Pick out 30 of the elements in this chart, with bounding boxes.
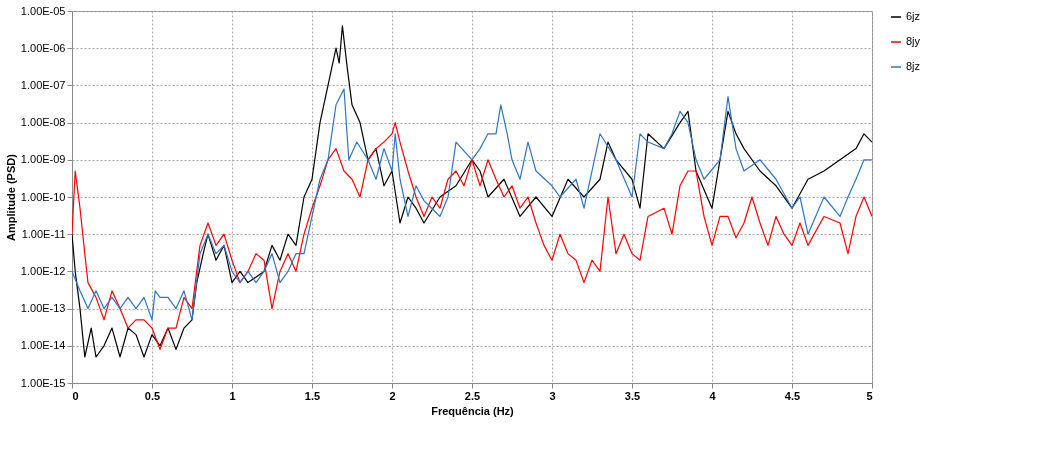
x-tick-label: 2.5 [464,389,481,402]
x-tick-label: 3.5 [624,389,641,402]
y-tick-label: 1.00E-08 [20,116,66,129]
x-tick-label: 2 [389,389,396,402]
x-tick-label: 4.5 [784,389,801,402]
x-axis-title: Frequência (Hz) [431,404,515,417]
line-series [72,25,872,358]
x-tick-label: 4 [709,389,717,402]
x-tick-label: 1.5 [304,389,321,402]
x-tick-label: 0 [72,389,79,402]
x-tick-label: 0.5 [144,389,161,402]
y-tick-label: 1.00E-05 [20,4,66,17]
y-axis-title: Amplitude (PSD) [4,153,17,241]
y-tick-label: 1.00E-12 [20,264,66,277]
y-tick-label: 1.00E-10 [20,190,66,203]
y-tick-label: 1.00E-06 [20,41,66,54]
legend-label: 8jy [906,35,921,47]
line-series [72,88,872,321]
y-tick-label: 1.00E-15 [20,376,66,389]
x-tick-label: 1 [229,389,236,402]
y-tick-label: 1.00E-09 [20,153,66,166]
legend-label: 6jz [906,10,921,22]
y-tick-label: 1.00E-11 [21,227,66,240]
y-tick-label: 1.00E-14 [20,339,66,352]
legend-label: 8jz [906,60,921,72]
x-tick-label: 3 [549,389,556,402]
y-tick-label: 1.00E-13 [20,302,66,315]
x-tick-label: 5 [866,389,873,402]
y-tick-label: 1.00E-07 [20,78,66,91]
line-series [72,122,872,351]
